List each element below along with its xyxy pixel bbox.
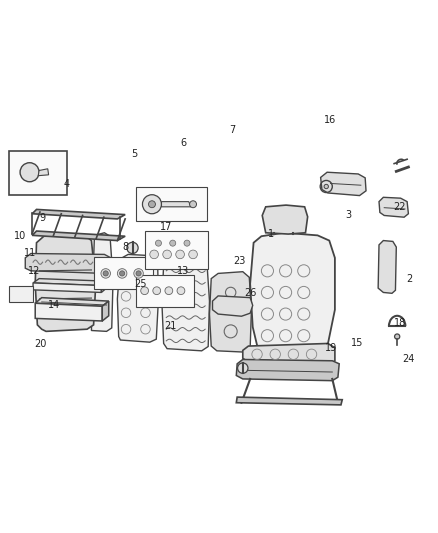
FancyBboxPatch shape — [135, 274, 194, 306]
Circle shape — [142, 195, 162, 214]
Circle shape — [177, 287, 185, 295]
Text: 5: 5 — [131, 149, 138, 159]
Polygon shape — [236, 397, 342, 405]
Polygon shape — [117, 254, 159, 342]
FancyBboxPatch shape — [9, 151, 67, 195]
Text: 21: 21 — [164, 321, 177, 331]
Polygon shape — [38, 169, 49, 176]
Circle shape — [395, 334, 400, 339]
Circle shape — [127, 243, 138, 254]
FancyBboxPatch shape — [9, 286, 33, 302]
Text: 12: 12 — [28, 266, 40, 276]
Text: 24: 24 — [402, 354, 415, 365]
Polygon shape — [243, 343, 335, 365]
Polygon shape — [378, 240, 396, 293]
Text: 20: 20 — [35, 340, 47, 349]
Polygon shape — [33, 283, 101, 293]
Text: 10: 10 — [14, 231, 26, 241]
Circle shape — [165, 287, 173, 295]
Polygon shape — [321, 172, 366, 196]
Text: 8: 8 — [122, 242, 128, 252]
Polygon shape — [102, 301, 109, 321]
Circle shape — [153, 287, 161, 295]
Text: 16: 16 — [325, 115, 337, 125]
Polygon shape — [101, 281, 107, 293]
Polygon shape — [236, 359, 339, 381]
Circle shape — [120, 271, 125, 276]
Text: 23: 23 — [233, 256, 246, 266]
Text: 13: 13 — [177, 266, 190, 276]
Text: 3: 3 — [346, 209, 352, 220]
Polygon shape — [32, 231, 125, 240]
Text: 15: 15 — [351, 338, 364, 349]
Polygon shape — [92, 233, 113, 332]
Polygon shape — [35, 297, 109, 306]
Polygon shape — [212, 296, 253, 316]
Text: 18: 18 — [394, 318, 406, 328]
Text: 4: 4 — [64, 179, 70, 189]
Circle shape — [150, 250, 159, 259]
Text: 25: 25 — [134, 279, 147, 289]
Circle shape — [184, 240, 190, 246]
FancyBboxPatch shape — [95, 257, 153, 289]
Text: 6: 6 — [180, 138, 187, 148]
Text: 9: 9 — [39, 213, 46, 223]
Text: 1: 1 — [268, 229, 274, 239]
Text: 17: 17 — [160, 222, 173, 232]
Polygon shape — [262, 205, 307, 234]
Circle shape — [155, 240, 162, 246]
Circle shape — [237, 363, 248, 373]
Polygon shape — [209, 272, 251, 352]
Text: 19: 19 — [325, 343, 338, 353]
Polygon shape — [25, 254, 111, 273]
Polygon shape — [33, 279, 107, 286]
Circle shape — [163, 250, 171, 259]
Circle shape — [148, 201, 155, 208]
Polygon shape — [32, 209, 125, 219]
Circle shape — [103, 271, 108, 276]
Circle shape — [189, 250, 198, 259]
Circle shape — [101, 269, 110, 278]
Circle shape — [20, 163, 39, 182]
Text: 2: 2 — [406, 274, 413, 285]
Polygon shape — [35, 303, 102, 321]
Text: 26: 26 — [244, 288, 256, 298]
Text: 11: 11 — [24, 248, 36, 257]
Circle shape — [117, 269, 127, 278]
Circle shape — [190, 201, 197, 208]
Circle shape — [324, 184, 328, 189]
Polygon shape — [35, 236, 96, 332]
Text: 14: 14 — [48, 301, 60, 310]
Polygon shape — [162, 257, 209, 351]
Circle shape — [176, 250, 184, 259]
Polygon shape — [379, 197, 408, 217]
Text: 7: 7 — [229, 125, 235, 135]
Circle shape — [141, 287, 148, 295]
FancyBboxPatch shape — [135, 188, 207, 221]
Text: 22: 22 — [393, 202, 406, 212]
FancyBboxPatch shape — [145, 231, 208, 269]
Polygon shape — [162, 201, 191, 207]
Circle shape — [134, 269, 143, 278]
Polygon shape — [250, 233, 335, 351]
Circle shape — [136, 271, 141, 276]
Circle shape — [170, 240, 176, 246]
